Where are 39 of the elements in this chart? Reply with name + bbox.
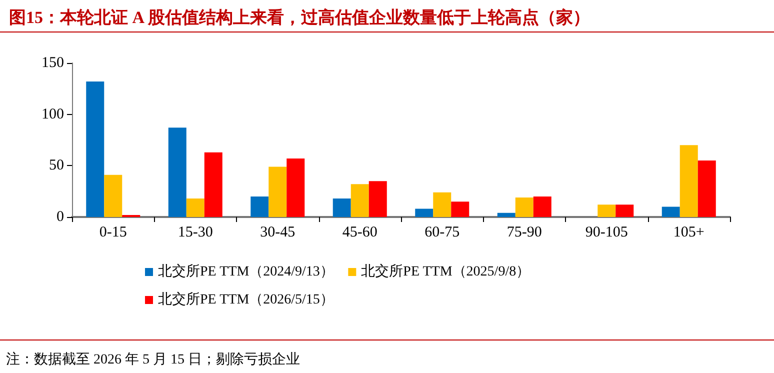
bar xyxy=(368,181,387,217)
bar xyxy=(415,208,434,217)
bar xyxy=(332,198,351,217)
bar xyxy=(616,204,634,217)
x-tick-label: 75-90 xyxy=(506,224,542,240)
bar xyxy=(698,160,716,217)
bar xyxy=(680,145,698,217)
y-tick-label: 0 xyxy=(56,209,64,225)
x-tick-label: 105+ xyxy=(673,224,704,240)
bar xyxy=(451,202,470,217)
y-tick-label: 50 xyxy=(49,158,64,174)
bar xyxy=(350,184,369,217)
y-tick-label: 100 xyxy=(42,106,64,122)
bar xyxy=(86,81,104,217)
bar xyxy=(186,198,204,217)
x-tick-label: 0-15 xyxy=(99,224,127,240)
x-tick-label: 90-105 xyxy=(585,224,628,240)
bar xyxy=(268,166,287,217)
bar xyxy=(250,196,269,217)
legend-label: 北交所PE TTM（2025/9/8） xyxy=(361,264,530,280)
bar xyxy=(497,212,516,217)
bar xyxy=(662,206,680,217)
bar xyxy=(533,196,552,217)
bar xyxy=(433,192,452,217)
bar xyxy=(286,158,305,217)
bar xyxy=(598,204,616,217)
legend-label: 北交所PE TTM（2024/9/13） xyxy=(158,264,334,280)
bar xyxy=(168,128,186,217)
bar xyxy=(104,174,122,217)
legend-label: 北交所PE TTM（2026/5/15） xyxy=(158,292,334,308)
text: 注：数据截至 2026 年 5 月 15 日；剔除亏损企业 xyxy=(6,352,300,368)
x-tick-label: 15-30 xyxy=(178,224,213,240)
x-tick-label: 30-45 xyxy=(260,224,296,240)
x-tick-label: 60-75 xyxy=(424,224,460,240)
x-tick-label: 45-60 xyxy=(342,224,378,240)
chart-title: 图15：本轮北证 A 股估值结构上来看，过高估值企业数量低于上轮高点（家） xyxy=(9,8,590,27)
bar xyxy=(204,152,222,217)
bar xyxy=(515,197,534,217)
y-tick-label: 150 xyxy=(42,55,64,71)
